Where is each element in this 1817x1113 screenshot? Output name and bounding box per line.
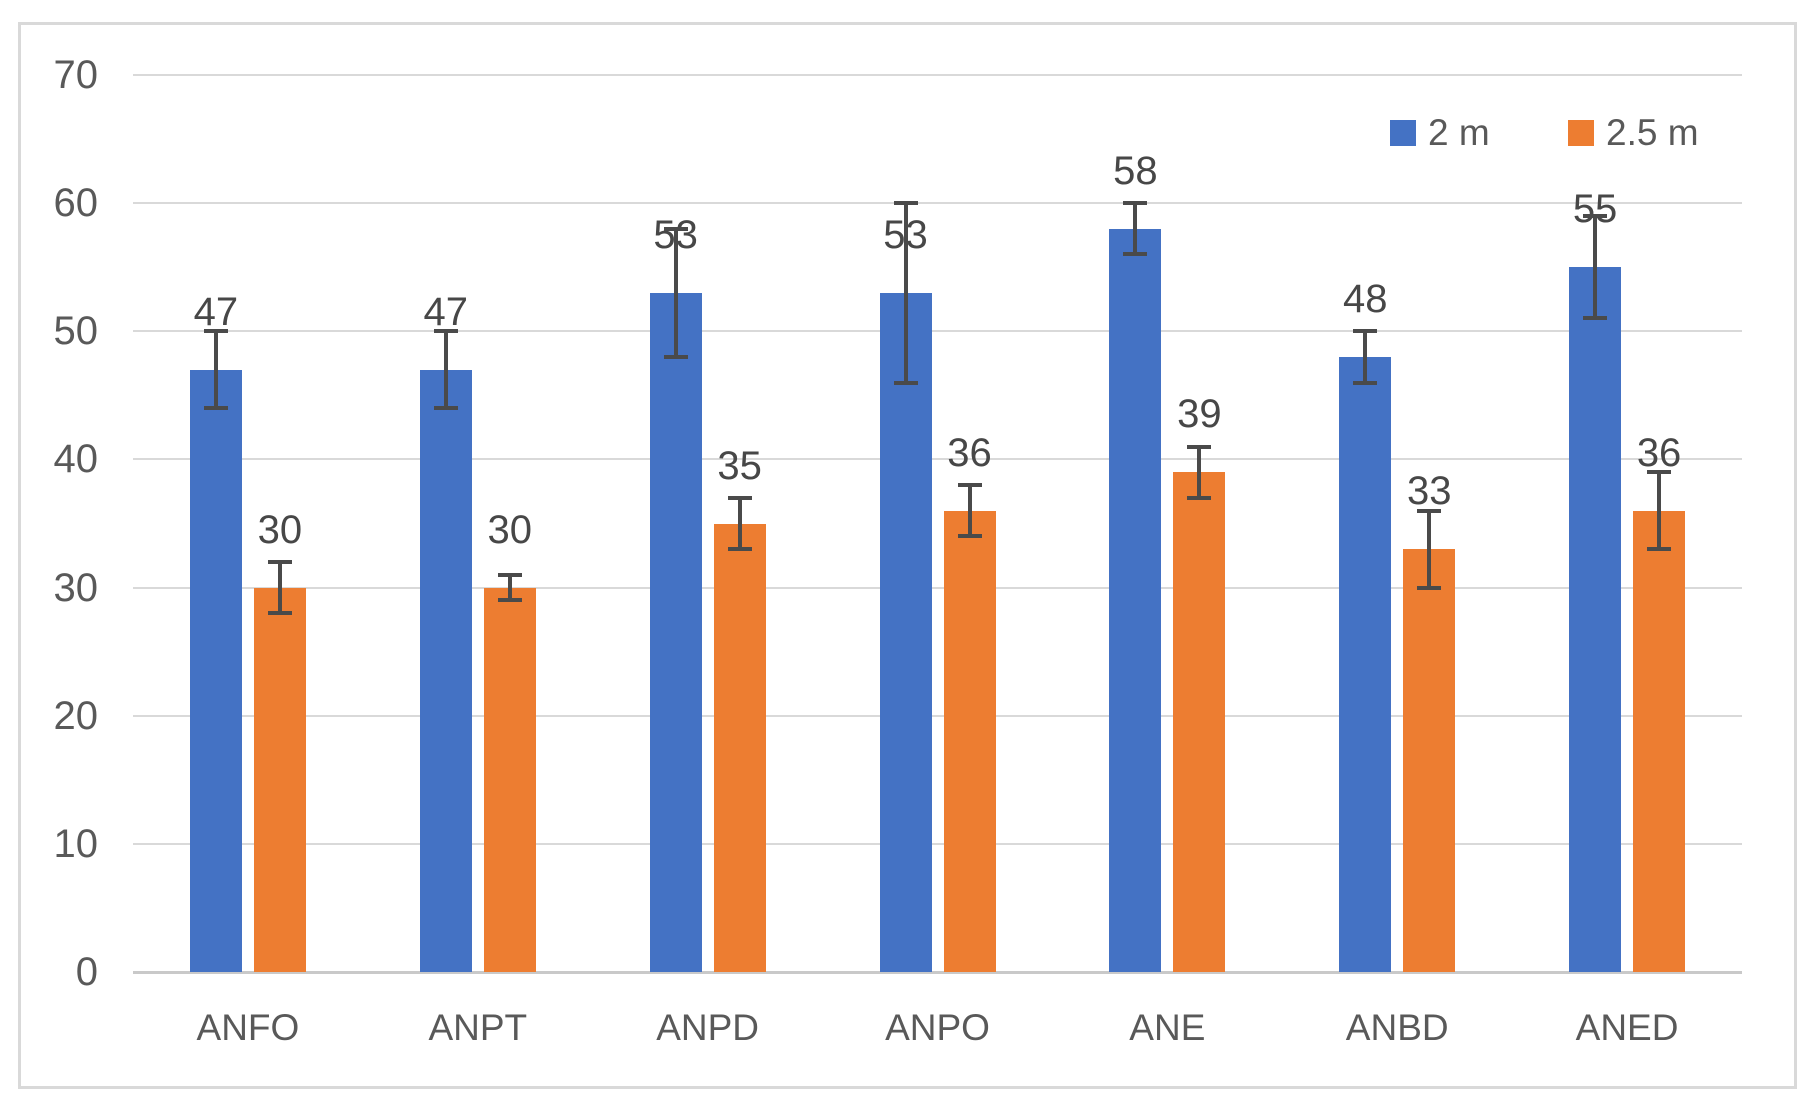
y-axis-tick-label: 60	[53, 181, 99, 226]
y-axis-tick-label: 20	[53, 693, 99, 738]
bar	[1173, 472, 1226, 972]
error-bar-top-cap	[663, 226, 688, 231]
error-bar-line	[277, 561, 282, 614]
error-bar-top-cap	[1123, 201, 1148, 206]
error-bar-bottom-cap	[893, 380, 918, 385]
error-bar-bottom-cap	[1647, 547, 1672, 552]
bar-data-label: 36	[947, 430, 992, 475]
error-bar-top-cap	[727, 495, 752, 500]
bar-data-label: 36	[1636, 430, 1682, 475]
bar-data-label: 39	[1177, 392, 1222, 437]
legend-label: 2.5 m	[1606, 112, 1699, 153]
error-bar-top-cap	[1417, 508, 1442, 513]
error-bar-line	[443, 331, 448, 409]
bar	[713, 523, 766, 972]
bar	[1633, 510, 1686, 972]
x-axis-category-label: ANBD	[1345, 1007, 1449, 1048]
bar-data-label: 47	[193, 289, 239, 334]
gridline	[133, 202, 1742, 205]
error-bar-top-cap	[433, 329, 458, 334]
error-bar-top-cap	[1187, 444, 1212, 449]
bar	[189, 369, 242, 972]
x-axis-category-label: ANE	[1129, 1007, 1206, 1048]
bar-data-label: 33	[1406, 469, 1452, 514]
error-bar-bottom-cap	[957, 534, 982, 539]
error-bar-bottom-cap	[1353, 380, 1378, 385]
bar-data-label: 30	[487, 507, 533, 552]
error-bar-line	[1593, 215, 1598, 319]
bar	[483, 587, 536, 972]
x-axis-category-label: ANPT	[428, 1007, 528, 1048]
bar	[253, 587, 306, 972]
bar	[1569, 267, 1622, 972]
x-axis-category-label: ANED	[1575, 1007, 1679, 1048]
legend-swatch	[1390, 120, 1416, 146]
error-bar-bottom-cap	[497, 598, 522, 603]
y-axis-tick-label: 30	[53, 565, 99, 610]
y-axis-tick-label: 50	[53, 309, 99, 354]
error-bar-bottom-cap	[203, 406, 228, 411]
error-bar-line	[737, 497, 742, 550]
gridline	[133, 330, 1742, 333]
y-axis-tick-label: 10	[53, 821, 99, 866]
error-bar-bottom-cap	[727, 547, 752, 552]
bar	[419, 369, 472, 972]
gridline	[133, 842, 1742, 845]
y-axis-tick-label: 0	[75, 950, 98, 994]
bar-data-label: 47	[423, 289, 469, 334]
error-bar-line	[673, 228, 678, 357]
error-bar-bottom-cap	[1123, 252, 1148, 257]
bar	[879, 292, 932, 972]
error-bar-line	[1657, 472, 1662, 550]
error-bar-bottom-cap	[1417, 585, 1442, 590]
bar	[1339, 356, 1392, 972]
error-bar-top-cap	[1583, 213, 1608, 218]
error-bar-line	[1133, 203, 1138, 255]
bar-data-label: 48	[1342, 276, 1388, 321]
bar-data-label: 58	[1113, 148, 1158, 193]
y-axis-tick-label: 70	[53, 53, 99, 97]
x-axis-category-label: ANPD	[656, 1007, 760, 1048]
error-bar-line	[507, 574, 512, 601]
error-bar-bottom-cap	[663, 354, 688, 359]
error-bar-line	[967, 485, 972, 537]
gridline	[133, 714, 1742, 717]
bar	[943, 510, 996, 972]
error-bar-line	[903, 203, 908, 383]
bar	[649, 292, 702, 972]
bar	[1403, 549, 1456, 972]
error-bar-bottom-cap	[1187, 495, 1212, 500]
error-bar-line	[1197, 446, 1202, 498]
error-bar-line	[1427, 510, 1432, 588]
error-bar-top-cap	[1647, 470, 1672, 475]
error-bar-line	[1363, 331, 1368, 383]
x-axis-line	[133, 971, 1742, 974]
error-bar-bottom-cap	[433, 406, 458, 411]
y-axis-tick-label: 40	[53, 437, 99, 482]
error-bar-top-cap	[957, 483, 982, 488]
bar-data-label: 30	[257, 507, 303, 552]
error-bar-top-cap	[893, 201, 918, 206]
error-bar-top-cap	[1353, 329, 1378, 334]
legend-label: 2 m	[1428, 112, 1490, 153]
error-bar-bottom-cap	[267, 611, 292, 616]
error-bar-top-cap	[267, 559, 292, 564]
bar-data-label: 35	[717, 443, 762, 488]
error-bar-line	[213, 331, 218, 409]
legend-swatch	[1568, 120, 1594, 146]
error-bar-bottom-cap	[1583, 316, 1608, 321]
x-axis-category-label: ANPO	[885, 1007, 990, 1048]
bar	[1109, 228, 1162, 972]
gridline	[133, 586, 1742, 589]
gridline	[133, 74, 1742, 76]
error-bar-top-cap	[203, 329, 228, 334]
error-bar-top-cap	[497, 572, 522, 577]
x-axis-category-label: ANFO	[196, 1007, 300, 1048]
gridline	[133, 458, 1742, 461]
